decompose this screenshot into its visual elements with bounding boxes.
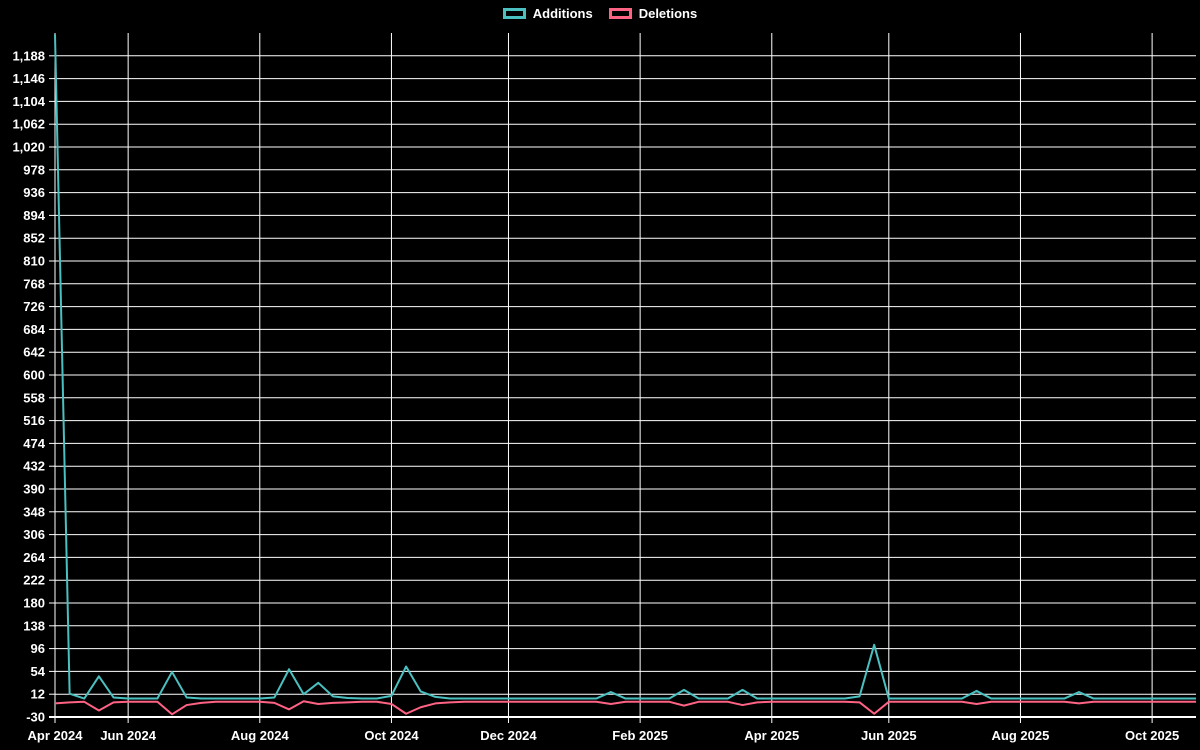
y-tick-label: 96 (31, 641, 45, 656)
legend-label-deletions: Deletions (638, 6, 698, 21)
y-tick-label: 54 (31, 664, 46, 679)
y-tick-label: 264 (23, 550, 45, 565)
axis-borders (49, 33, 1196, 718)
x-tick-label: Jun 2025 (861, 728, 917, 743)
y-tick-label: 852 (23, 231, 45, 246)
y-tick-label: 306 (23, 527, 45, 542)
x-tick-labels: Apr 2024 Jun 2024 Aug 2024 Oct 2024 Dec 2024… (28, 728, 1180, 743)
legend-item-additions[interactable]: Additions (502, 6, 593, 21)
x-tick-label: Jun 2024 (100, 728, 156, 743)
y-tick-label: 432 (23, 459, 45, 474)
y-tick-label: 642 (23, 345, 45, 360)
y-tick-label: 222 (23, 573, 45, 588)
y-tick-label: 1,188 (12, 48, 45, 63)
y-tick-label: 894 (23, 208, 45, 223)
y-tick-label: 1,062 (12, 117, 45, 132)
y-tick-label: 138 (23, 618, 45, 633)
y-tick-label: 1,020 (12, 140, 45, 155)
y-tick-label: 12 (31, 687, 45, 702)
y-tick-label: 810 (23, 254, 45, 269)
y-tick-label: 684 (23, 322, 45, 337)
y-tick-label: 978 (23, 162, 45, 177)
additions-line (54, 34, 1196, 700)
chart-legend: Additions Deletions (0, 7, 1200, 20)
y-tick-label: 600 (23, 368, 45, 383)
x-gridlines (54, 33, 1153, 723)
x-tick-label: Oct 2024 (364, 728, 419, 743)
x-tick-label: Apr 2024 (28, 728, 84, 743)
deletions-swatch (608, 8, 632, 19)
y-tick-label: 936 (23, 185, 45, 200)
y-tick-label: 180 (23, 596, 45, 611)
y-tick-label: 558 (23, 390, 45, 405)
additions-swatch (502, 8, 526, 19)
y-tick-label: 1,146 (12, 71, 45, 86)
x-tick-label: Feb 2025 (612, 728, 668, 743)
y-gridlines (49, 55, 1196, 718)
x-tick-label: Apr 2025 (744, 728, 799, 743)
y-tick-label: 1,104 (12, 94, 45, 109)
x-tick-label: Aug 2024 (231, 728, 290, 743)
y-tick-label: 474 (23, 436, 45, 451)
deletions-line (54, 700, 1196, 716)
y-tick-label: 726 (23, 299, 45, 314)
y-tick-label: 516 (23, 413, 45, 428)
y-tick-labels: -30 12 54 96 138 180 222 264 306 348 390 432 474 516 5… (12, 48, 45, 724)
x-tick-label: Oct 2025 (1125, 728, 1179, 743)
legend-item-deletions[interactable]: Deletions (608, 6, 698, 21)
y-tick-label: 768 (23, 276, 45, 291)
y-tick-label: 390 (23, 482, 45, 497)
y-tick-label: -30 (26, 710, 45, 725)
x-tick-label: Dec 2024 (480, 728, 537, 743)
legend-label-additions: Additions (532, 6, 593, 21)
x-tick-label: Aug 2025 (992, 728, 1050, 743)
y-tick-label: 348 (23, 504, 45, 519)
